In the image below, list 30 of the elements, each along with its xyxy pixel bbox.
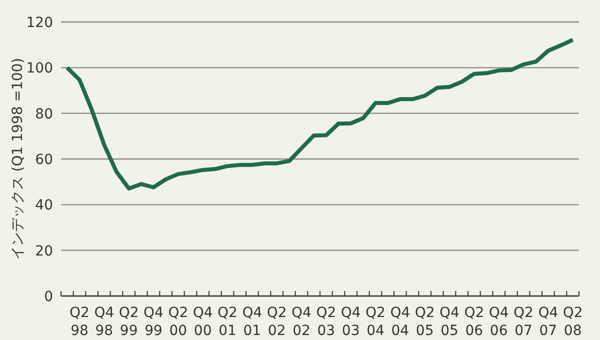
x-tick-label: Q2 02 — [266, 305, 287, 339]
x-tick-label: Q4 00 — [192, 305, 213, 339]
y-tick-label: 120 — [26, 15, 53, 31]
x-tick-label: Q2 05 — [414, 305, 435, 339]
x-tick-label: Q4 05 — [440, 305, 460, 339]
x-tick-label: Q2 98 — [70, 305, 90, 339]
y-tick-label: 80 — [35, 106, 53, 122]
x-tick-label: Q4 04 — [390, 305, 410, 339]
y-tick-label: 40 — [35, 198, 53, 214]
y-tick-label: 100 — [26, 60, 53, 77]
x-tick-label: Q2 04 — [366, 305, 386, 339]
x-tick-label: Q4 02 — [292, 305, 312, 339]
x-tick-label: Q4 99 — [144, 305, 164, 339]
x-tick-label: Q2 03 — [316, 305, 336, 339]
x-tick-label: Q4 98 — [94, 305, 114, 339]
y-tick-label: 60 — [35, 152, 53, 168]
x-tick-label: Q2 00 — [168, 305, 188, 339]
line-series — [65, 38, 575, 190]
x-tick-label: Q4 03 — [340, 305, 361, 339]
x-tick-label: Q2 07 — [514, 305, 534, 339]
x-tick-label: Q2 08 — [562, 305, 583, 339]
x-tick-label: Q4 01 — [242, 305, 262, 339]
x-tick-label: Q2 06 — [464, 305, 484, 339]
x-tick-label: Q2 99 — [118, 305, 139, 339]
x-tick-label: Q4 07 — [538, 305, 558, 339]
x-tick-label: Q4 06 — [488, 305, 509, 339]
x-tick-label: Q2 01 — [218, 305, 238, 339]
y-axis-title: インデックス (Q1 1998 =100) — [10, 58, 26, 260]
y-tick-label: 0 — [44, 289, 53, 305]
y-tick-label: 20 — [35, 243, 53, 260]
